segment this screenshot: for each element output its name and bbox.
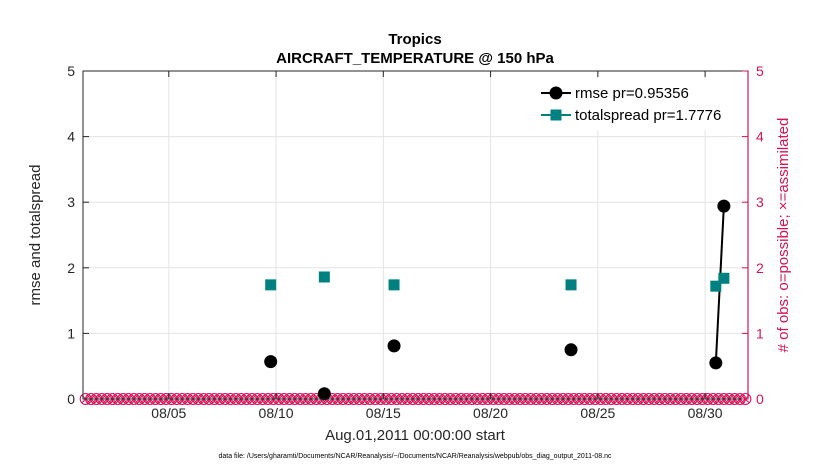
- data-series: [264, 199, 731, 401]
- y-tick-label: 0: [67, 391, 75, 407]
- legend: rmse pr=0.95356 totalspread pr=1.7776: [536, 78, 740, 130]
- y-tick-label-right: 1: [756, 325, 764, 341]
- x-tick-label: 08/25: [580, 405, 615, 421]
- x-tick-label: 08/20: [473, 405, 508, 421]
- y-axis-label: rmse and totalspread: [27, 165, 44, 306]
- y-axis-label-right: # of obs: o=possible; ×=assimilated: [775, 118, 792, 353]
- chart-subtitle: AIRCRAFT_TEMPERATURE @ 150 hPa: [276, 50, 554, 67]
- totalspread-point: [565, 279, 577, 291]
- legend-box: [536, 78, 740, 130]
- footnote: data file: /Users/gharamti/Documents/NCA…: [218, 453, 612, 460]
- ticks: 08/05 08/10 08/15 08/20 08/25 08/30 0 0 1 1 2 2 3 3 4 4…: [67, 63, 764, 421]
- x-tick-label: 08/30: [688, 405, 723, 421]
- x-tick-label: 08/10: [259, 405, 294, 421]
- rmse-point: [387, 339, 401, 353]
- y-tick-label: 4: [67, 129, 75, 145]
- y-tick-label-right: 3: [756, 194, 764, 210]
- totalspread-point: [318, 271, 330, 283]
- legend-rmse-label: rmse pr=0.95356: [575, 85, 689, 102]
- rmse-point: [717, 199, 731, 213]
- y-tick-label-right: 0: [756, 391, 764, 407]
- rmse-point: [709, 356, 723, 370]
- y-tick-label-right: 2: [756, 260, 764, 276]
- rmse-point: [264, 355, 278, 369]
- x-axis-label: Aug.01,2011 00:00:00 start: [325, 427, 506, 444]
- y-tick-label-right: 4: [756, 129, 764, 145]
- totalspread-series: [265, 271, 730, 292]
- y-tick-label: 3: [67, 194, 75, 210]
- y-tick-label: 2: [67, 260, 75, 276]
- totalspread-point: [718, 272, 730, 284]
- totalspread-point: [265, 279, 277, 291]
- totalspread-point: [710, 280, 722, 292]
- legend-rmse-marker: [549, 86, 563, 100]
- chart-title: Tropics: [388, 31, 441, 48]
- y-tick-label: 5: [67, 63, 75, 79]
- x-tick-label: 08/15: [366, 405, 401, 421]
- rmse-series: [264, 199, 731, 401]
- y-tick-label: 1: [67, 325, 75, 341]
- rmse-point: [564, 343, 578, 357]
- y-tick-label-right: 5: [756, 63, 764, 79]
- rmse-point: [317, 387, 331, 401]
- totalspread-point: [388, 279, 400, 291]
- x-tick-label: 08/05: [151, 405, 186, 421]
- legend-spread-label: totalspread pr=1.7776: [575, 107, 721, 124]
- legend-spread-marker: [550, 109, 562, 121]
